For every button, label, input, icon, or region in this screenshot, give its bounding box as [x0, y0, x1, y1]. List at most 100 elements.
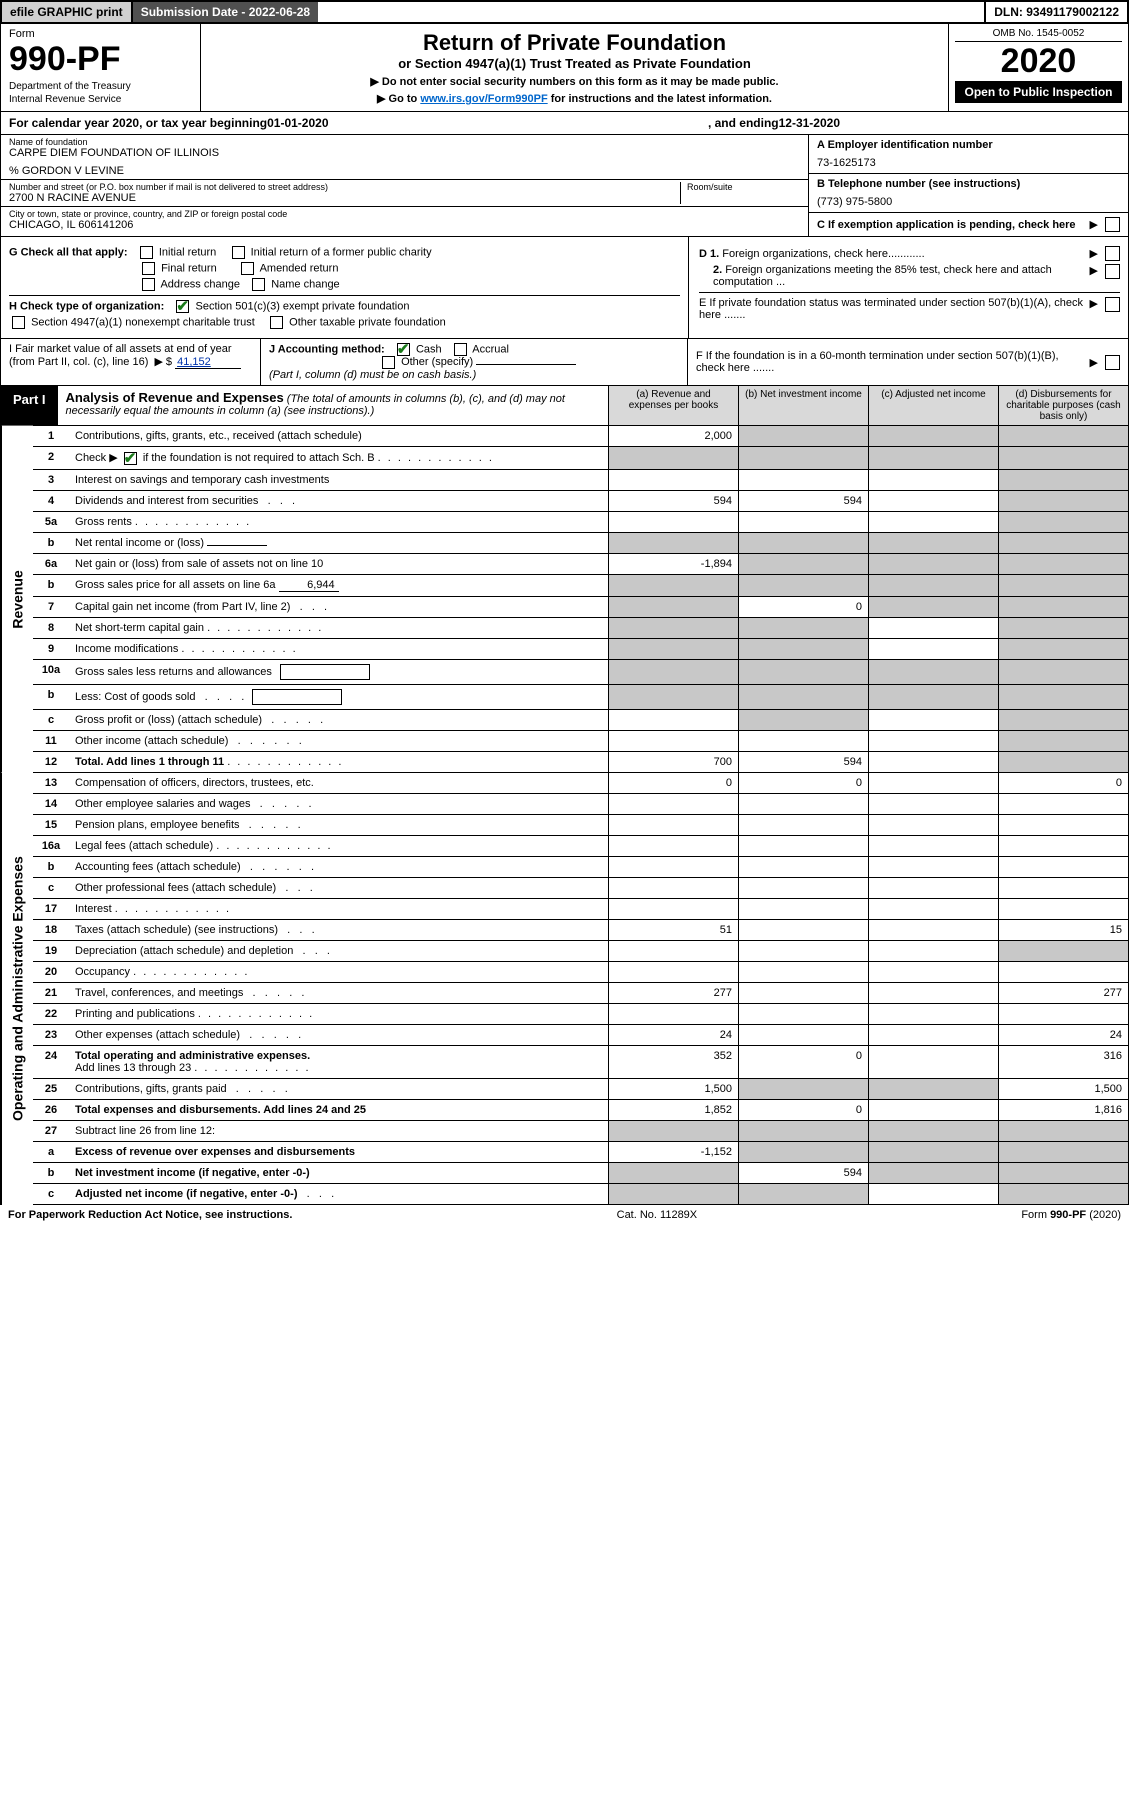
id-right: A Employer identification number 73-1625… — [808, 135, 1128, 236]
row-27: 27Subtract line 26 from line 12: — [33, 1121, 1128, 1142]
street: 2700 N RACINE AVENUE — [9, 192, 680, 204]
chk-e[interactable] — [1105, 297, 1120, 312]
check-right: D 1. D 1. Foreign organizations, check h… — [688, 237, 1128, 338]
row-27a: aExcess of revenue over expenses and dis… — [33, 1142, 1128, 1163]
form-subtitle: or Section 4947(a)(1) Trust Treated as P… — [207, 56, 942, 71]
row-6a: 6aNet gain or (loss) from sale of assets… — [33, 554, 1128, 575]
form-header: Form 990-PF Department of the Treasury I… — [0, 24, 1129, 112]
row-21: 21Travel, conferences, and meetings . . … — [33, 983, 1128, 1004]
row-3: 3Interest on savings and temporary cash … — [33, 470, 1128, 491]
row-26: 26Total expenses and disbursements. Add … — [33, 1100, 1128, 1121]
part1-header: Part I Analysis of Revenue and Expenses … — [0, 386, 1129, 426]
col-c-hdr: (c) Adjusted net income — [868, 386, 998, 425]
chk-schb[interactable] — [124, 452, 137, 465]
row-10a: 10aGross sales less returns and allowanc… — [33, 660, 1128, 685]
chk-4947[interactable] — [12, 316, 25, 329]
row-15: 15Pension plans, employee benefits . . .… — [33, 815, 1128, 836]
opex-sidelabel: Operating and Administrative Expenses — [1, 773, 33, 1205]
row-20: 20Occupancy — [33, 962, 1128, 983]
row-10c: cGross profit or (loss) (attach schedule… — [33, 710, 1128, 731]
topbar: efile GRAPHIC print Submission Date - 20… — [0, 0, 1129, 24]
opex-block: Operating and Administrative Expenses 13… — [0, 773, 1129, 1205]
form-link[interactable]: www.irs.gov/Form990PF — [420, 93, 547, 105]
note-ssn: ▶ Do not enter social security numbers o… — [207, 75, 942, 88]
revenue-grid: 1Contributions, gifts, grants, etc., rec… — [33, 426, 1129, 773]
phone: (773) 975-5800 — [817, 196, 1120, 208]
row-24: 24Total operating and administrative exp… — [33, 1046, 1128, 1079]
row-1: 1Contributions, gifts, grants, etc., rec… — [33, 426, 1128, 447]
dept-treasury: Department of the Treasury — [9, 81, 192, 92]
row-4: 4Dividends and interest from securities … — [33, 491, 1128, 512]
city-state-zip: CHICAGO, IL 606141206 — [9, 219, 800, 231]
part1-tab: Part I — [1, 386, 58, 425]
col-a-hdr: (a) Revenue and expenses per books — [608, 386, 738, 425]
chk-initial[interactable] — [140, 246, 153, 259]
footer-mid: Cat. No. 11289X — [617, 1209, 698, 1221]
year-begin: 01-01-2020 — [267, 116, 328, 130]
row-18: 18Taxes (attach schedule) (see instructi… — [33, 920, 1128, 941]
calendar-year-row: For calendar year 2020, or tax year begi… — [0, 112, 1129, 135]
id-block: Name of foundation CARPE DIEM FOUNDATION… — [0, 135, 1129, 237]
row-27b: bNet investment income (if negative, ent… — [33, 1163, 1128, 1184]
chk-namechange[interactable] — [252, 278, 265, 291]
row-16b: bAccounting fees (attach schedule) . . .… — [33, 857, 1128, 878]
chk-initial-former[interactable] — [232, 246, 245, 259]
checkbox-c[interactable] — [1105, 217, 1120, 232]
form-word: Form — [9, 28, 192, 40]
row-11: 11Other income (attach schedule) . . . .… — [33, 731, 1128, 752]
column-headers: (a) Revenue and expenses per books (b) N… — [608, 386, 1128, 425]
row-16c: cOther professional fees (attach schedul… — [33, 878, 1128, 899]
note-goto: ▶ Go to www.irs.gov/Form990PF for instru… — [207, 92, 942, 105]
chk-amended[interactable] — [241, 262, 254, 275]
arrow-icon: ▶ — [1090, 297, 1098, 310]
chk-accrual[interactable] — [454, 343, 467, 356]
chk-address[interactable] — [142, 278, 155, 291]
footer-left: For Paperwork Reduction Act Notice, see … — [8, 1209, 292, 1221]
room-label: Room/suite — [687, 182, 800, 192]
chk-final[interactable] — [142, 262, 155, 275]
row-2: 2Check ▶ if the foundation is not requir… — [33, 447, 1128, 470]
row-12: 12Total. Add lines 1 through 11 700594 — [33, 752, 1128, 772]
submission-date: Submission Date - 2022-06-28 — [131, 2, 318, 22]
chk-501c3[interactable] — [176, 300, 189, 313]
row-22: 22Printing and publications — [33, 1004, 1128, 1025]
phone-cell: B Telephone number (see instructions) (7… — [809, 174, 1128, 213]
tax-year: 2020 — [955, 42, 1122, 81]
row-25: 25Contributions, gifts, grants paid . . … — [33, 1079, 1128, 1100]
form-title: Return of Private Foundation — [207, 30, 942, 56]
chk-d1[interactable] — [1105, 246, 1120, 261]
spacer — [318, 2, 984, 22]
efile-label[interactable]: efile GRAPHIC print — [2, 2, 131, 22]
row-5b: bNet rental income or (loss) — [33, 533, 1128, 554]
fmv-cell: I Fair market value of all assets at end… — [1, 339, 261, 385]
open-inspection: Open to Public Inspection — [955, 81, 1122, 103]
header-left: Form 990-PF Department of the Treasury I… — [1, 24, 201, 111]
page-footer: For Paperwork Reduction Act Notice, see … — [0, 1205, 1129, 1225]
opex-grid: 13Compensation of officers, directors, t… — [33, 773, 1129, 1205]
row-14: 14Other employee salaries and wages . . … — [33, 794, 1128, 815]
header-right: OMB No. 1545-0052 2020 Open to Public In… — [948, 24, 1128, 111]
row-17: 17Interest — [33, 899, 1128, 920]
foundation-name-cell: Name of foundation CARPE DIEM FOUNDATION… — [1, 135, 808, 180]
row-27c: cAdjusted net income (if negative, enter… — [33, 1184, 1128, 1204]
check-left: G Check all that apply: Initial return I… — [1, 237, 688, 338]
chk-cash[interactable] — [397, 343, 410, 356]
row-8: 8Net short-term capital gain — [33, 618, 1128, 639]
omb-number: OMB No. 1545-0052 — [955, 26, 1122, 42]
irs-label: Internal Revenue Service — [9, 94, 192, 105]
row-9: 9Income modifications — [33, 639, 1128, 660]
chk-other-method[interactable] — [382, 356, 395, 369]
accounting-method: J Accounting method: Cash Accrual Other … — [261, 339, 688, 385]
row-10b: bLess: Cost of goods sold . . . . — [33, 685, 1128, 710]
arrow-icon: ▶ — [1090, 218, 1098, 231]
row-13: 13Compensation of officers, directors, t… — [33, 773, 1128, 794]
chk-d2[interactable] — [1105, 264, 1120, 279]
chk-f[interactable] — [1105, 355, 1120, 370]
chk-other-taxable[interactable] — [270, 316, 283, 329]
id-left: Name of foundation CARPE DIEM FOUNDATION… — [1, 135, 808, 236]
fmv-link[interactable]: 41,152 — [175, 356, 241, 369]
header-center: Return of Private Foundation or Section … — [201, 24, 948, 111]
row-16a: 16aLegal fees (attach schedule) — [33, 836, 1128, 857]
row-5a: 5aGross rents — [33, 512, 1128, 533]
part1-desc: Analysis of Revenue and Expenses (The to… — [58, 386, 1128, 425]
